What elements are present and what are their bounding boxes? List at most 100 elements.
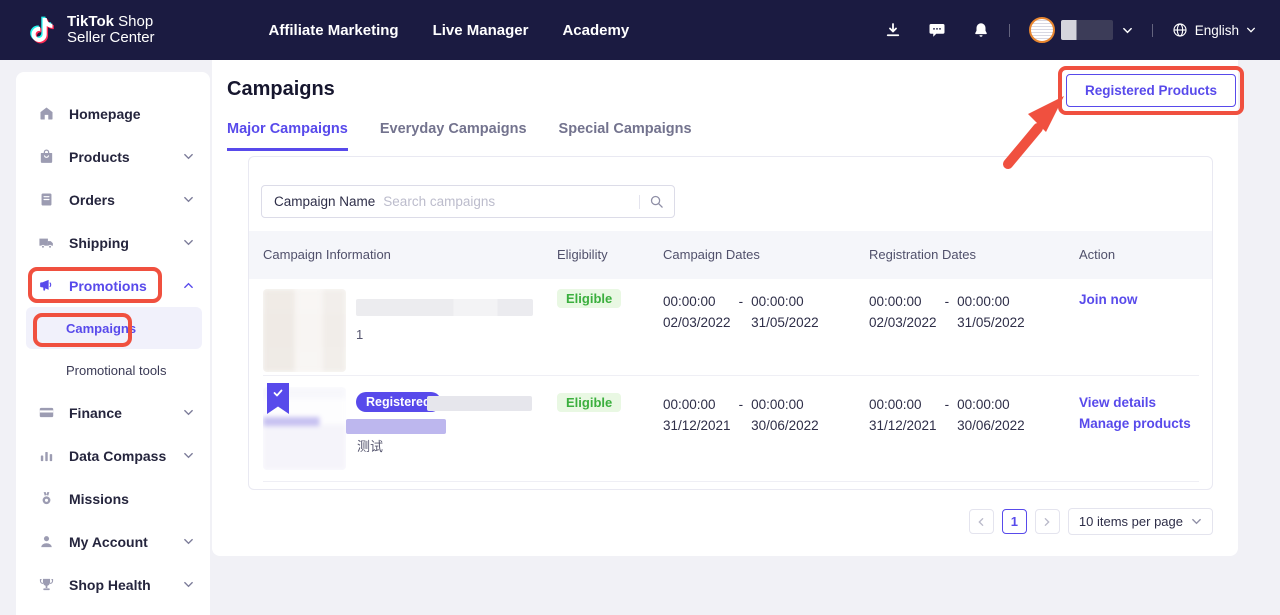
- campaign-end: 00:00:00 30/06/2022: [751, 394, 819, 436]
- campaign-name-redacted: [427, 396, 532, 411]
- sidebar-item-data-compass[interactable]: Data Compass: [16, 434, 210, 477]
- navbar-icons: [884, 21, 990, 39]
- chevron-down-icon: [183, 536, 194, 547]
- campaign-name-redacted: [356, 299, 533, 316]
- campaign-dates-cell: 00:00:00 31/12/2021 - 00:00:00 30/06/202…: [663, 394, 819, 436]
- chevron-left-icon: [976, 517, 986, 527]
- globe-icon: [1172, 22, 1188, 38]
- start-date: 02/03/2022: [663, 312, 731, 333]
- next-page-button[interactable]: [1035, 509, 1060, 534]
- search-icon[interactable]: [649, 194, 664, 209]
- campaign-start: 00:00:00 31/12/2021: [663, 394, 731, 436]
- chevron-down-icon: [183, 579, 194, 590]
- language-chevron-down-icon: [1246, 25, 1256, 35]
- end-date: 31/05/2022: [751, 312, 819, 333]
- sidebar-label-promotional-tools: Promotional tools: [66, 363, 166, 378]
- date-separator: -: [945, 394, 950, 436]
- header-registration-dates: Registration Dates: [869, 247, 976, 262]
- sidebar-label-products: Products: [69, 149, 130, 165]
- header-action: Action: [1079, 247, 1115, 262]
- logo-text: TikTok Shop Seller Center: [67, 14, 155, 46]
- account-avatar[interactable]: [1029, 17, 1055, 43]
- check-icon: [272, 387, 284, 399]
- sidebar-item-finance[interactable]: Finance: [16, 391, 210, 434]
- sidebar-item-my-account[interactable]: My Account: [16, 520, 210, 563]
- sidebar-label-promotions: Promotions: [69, 278, 147, 294]
- sidebar-item-missions[interactable]: Missions: [16, 477, 210, 520]
- logo-word-tiktok: TikTok: [67, 13, 114, 30]
- prev-page-button[interactable]: [969, 509, 994, 534]
- tab-everyday-campaigns[interactable]: Everyday Campaigns: [380, 121, 527, 151]
- chevron-down-icon: [183, 407, 194, 418]
- tiktok-logo[interactable]: TikTok Shop Seller Center: [26, 12, 155, 48]
- table-row-1: 1 Eligible 00:00:00 02/03/2022 - 00:00:0…: [249, 279, 1212, 375]
- start-date: 02/03/2022: [869, 312, 937, 333]
- row-divider: [263, 481, 1199, 482]
- table-row-2: Registered 测试 Eligible 00:00:00 31/12/20…: [249, 376, 1212, 481]
- campaign-search-box[interactable]: Campaign Name: [261, 185, 675, 218]
- logo-word-shop: Shop: [118, 13, 153, 30]
- campaign-tabs: Major Campaigns Everyday Campaigns Speci…: [227, 121, 692, 151]
- join-now-link[interactable]: Join now: [1079, 292, 1138, 307]
- search-input[interactable]: [383, 194, 639, 209]
- credit-card-icon: [38, 404, 55, 421]
- date-separator: -: [739, 394, 744, 436]
- language-selector[interactable]: English: [1172, 22, 1256, 38]
- sidebar-subitem-campaigns[interactable]: Campaigns: [26, 307, 202, 349]
- sidebar-item-homepage[interactable]: Homepage: [16, 92, 210, 135]
- nav-link-live-manager[interactable]: Live Manager: [433, 22, 529, 39]
- start-date: 31/12/2021: [663, 415, 731, 436]
- account-chevron-down-icon[interactable]: [1122, 25, 1133, 36]
- registered-products-button[interactable]: Registered Products: [1066, 74, 1236, 107]
- tab-major-campaigns[interactable]: Major Campaigns: [227, 121, 348, 151]
- registration-dates-cell: 00:00:00 02/03/2022 - 00:00:00 31/05/202…: [869, 291, 1025, 333]
- nav-link-affiliate-marketing[interactable]: Affiliate Marketing: [269, 22, 399, 39]
- search-divider: [639, 195, 640, 209]
- tab-special-campaigns[interactable]: Special Campaigns: [559, 121, 692, 151]
- top-navbar: TikTok Shop Seller Center Affiliate Mark…: [0, 0, 1280, 60]
- chevron-down-icon: [183, 237, 194, 248]
- campaign-dates-cell: 00:00:00 02/03/2022 - 00:00:00 31/05/202…: [663, 291, 819, 333]
- megaphone-icon: [38, 277, 55, 294]
- annotation-box-registered-products: Registered Products: [1058, 66, 1244, 115]
- registration-end: 00:00:00 31/05/2022: [957, 291, 1025, 333]
- screen: TikTok Shop Seller Center Affiliate Mark…: [0, 0, 1280, 615]
- header-eligibility: Eligibility: [557, 247, 608, 262]
- campaign-end: 00:00:00 31/05/2022: [751, 291, 819, 333]
- notification-bell-icon[interactable]: [972, 21, 990, 39]
- sidebar-label-homepage: Homepage: [69, 106, 141, 122]
- start-time: 00:00:00: [869, 394, 937, 415]
- logo-line-seller-center: Seller Center: [67, 30, 155, 46]
- tiktok-note-icon: [26, 12, 58, 48]
- sidebar-subitem-promotional-tools[interactable]: Promotional tools: [16, 349, 210, 391]
- navbar-divider: [1009, 24, 1010, 37]
- manage-products-link[interactable]: Manage products: [1079, 416, 1191, 431]
- campaigns-card: Campaign Name Campaign Information Eligi…: [248, 156, 1213, 490]
- chevron-up-icon: [183, 280, 194, 291]
- sidebar-label-campaigns: Campaigns: [66, 321, 136, 336]
- date-separator: -: [945, 291, 950, 333]
- table-header: Campaign Information Eligibility Campaig…: [249, 231, 1212, 279]
- page-size-select[interactable]: 10 items per page: [1068, 508, 1213, 535]
- sidebar-item-products[interactable]: Products: [16, 135, 210, 178]
- page-number-button[interactable]: 1: [1002, 509, 1027, 534]
- view-details-link[interactable]: View details: [1079, 395, 1156, 410]
- campaign-start: 00:00:00 02/03/2022: [663, 291, 731, 333]
- registration-start: 00:00:00 02/03/2022: [869, 291, 937, 333]
- sidebar-item-orders[interactable]: Orders: [16, 178, 210, 221]
- end-time: 00:00:00: [957, 394, 1025, 415]
- chevron-right-icon: [1042, 517, 1052, 527]
- sidebar-item-promotions[interactable]: Promotions: [16, 264, 210, 307]
- sidebar-item-shop-health[interactable]: Shop Health: [16, 563, 210, 606]
- sidebar-label-missions: Missions: [69, 491, 129, 507]
- chat-icon[interactable]: [928, 21, 946, 39]
- sidebar-item-shipping[interactable]: Shipping: [16, 221, 210, 264]
- end-time: 00:00:00: [751, 291, 819, 312]
- download-icon[interactable]: [884, 21, 902, 39]
- nav-link-academy[interactable]: Academy: [562, 22, 629, 39]
- registration-end: 00:00:00 30/06/2022: [957, 394, 1025, 436]
- header-campaign-dates: Campaign Dates: [663, 247, 760, 262]
- page-size-label: 10 items per page: [1079, 514, 1183, 529]
- chevron-down-icon: [183, 194, 194, 205]
- navbar-links: Affiliate Marketing Live Manager Academy: [269, 22, 630, 39]
